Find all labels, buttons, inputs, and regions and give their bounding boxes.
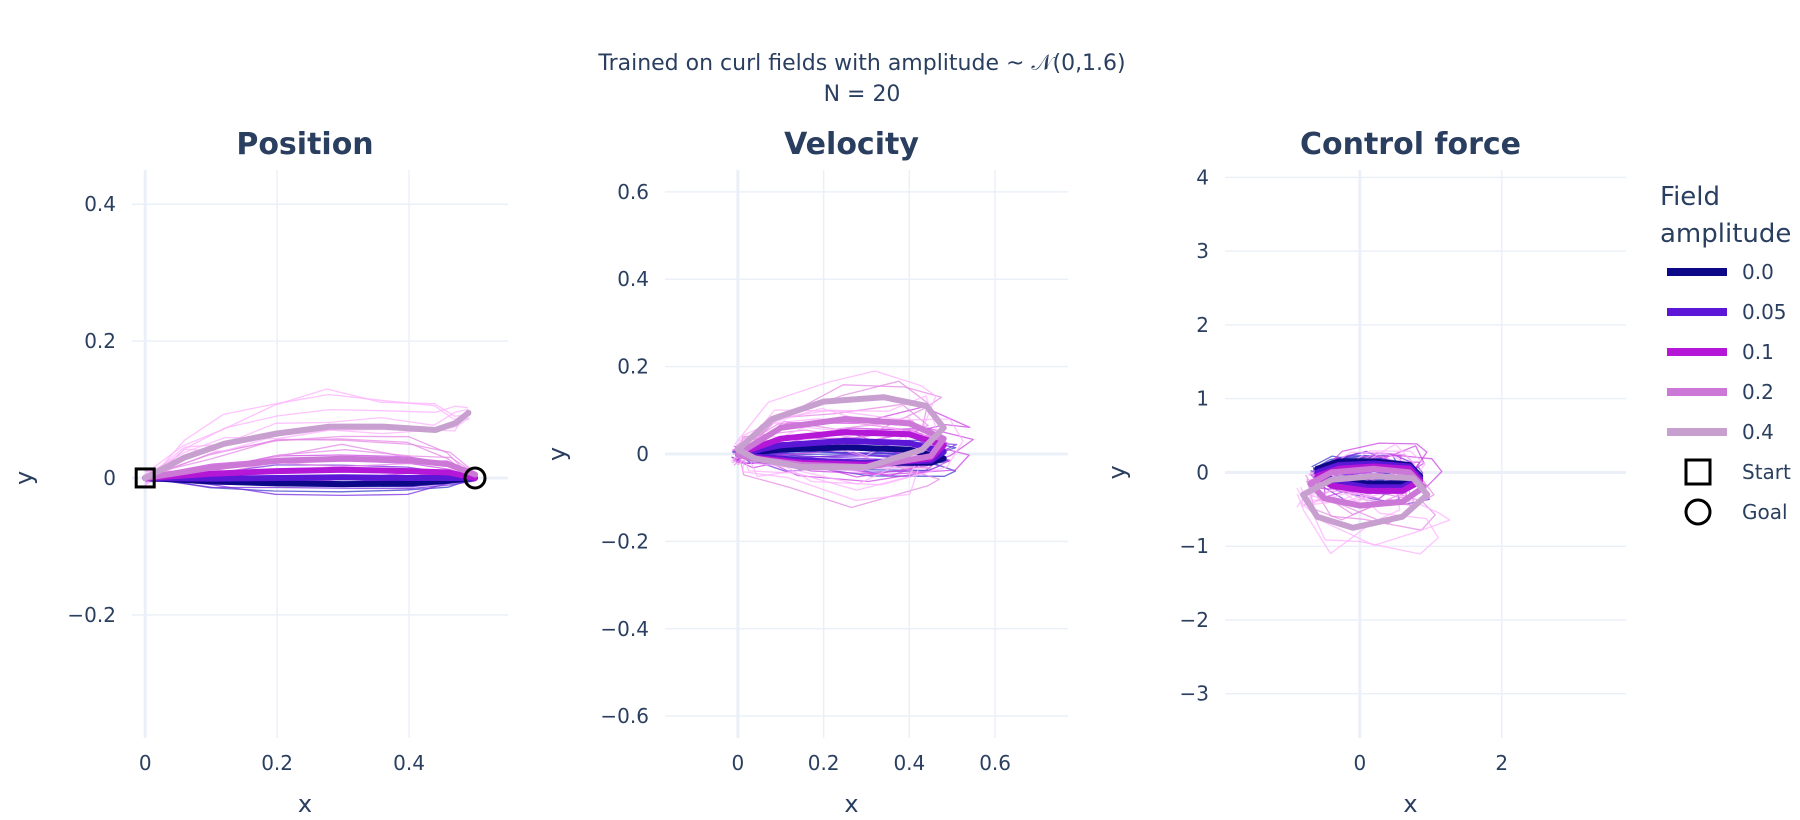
subplots: 0 0.2 0.4 −0.2 0 0.2 0.4 Position x y 0 0.2 0.4 0.6 −0… [10,127,1626,818]
x-tick-label: 0 [1353,751,1366,775]
trial-trace [145,477,476,490]
series-line-0.4 [1300,473,1431,531]
trial-trace [739,426,920,502]
legend-item-0.05[interactable]: 0.05 [1667,300,1787,324]
subplot-control-force: 0 2 −3 −2 −1 0 1 2 3 4 Control force x y [1103,127,1626,818]
x-tick-label: 0 [139,751,152,775]
y-tick-label: 0 [1196,460,1209,484]
y-tick-label: −2 [1180,608,1209,632]
trial-trace [145,405,469,486]
legend-label: 0.2 [1742,380,1774,404]
y-tick-label: 1 [1196,387,1209,411]
trial-trace [144,388,468,475]
y-tick-label: −3 [1180,682,1209,706]
plot-area [730,370,974,509]
legend-square-icon [1684,458,1712,486]
legend-circle-icon [1684,498,1712,526]
x-tick-label: 2 [1495,751,1508,775]
goal-marker [463,466,487,490]
series-line-0.1 [142,466,478,481]
x-axis-label: x [1403,790,1417,818]
trial-trace [144,438,476,482]
grid [1225,170,1626,738]
y-tick-label: 0.6 [617,180,649,204]
subplot-title: Velocity [784,127,919,162]
legend-items: 0.0 0.05 0.1 0.2 0.4 Start Goal [1667,260,1791,526]
y-tick-label: 0.2 [617,355,649,379]
x-tick-label: 0.2 [808,751,840,775]
subplot-title: Position [236,127,373,162]
x-axis-label: x [298,790,312,818]
legend-label: 0.0 [1742,260,1774,284]
x-axis-label: x [844,790,858,818]
legend-title-line1: Field [1660,182,1720,212]
y-tick-label: 0.2 [84,329,116,353]
legend-label: 0.05 [1742,300,1787,324]
trial-trace [145,408,469,480]
figure-title-line2: N = 20 [824,82,901,107]
x-tick-label: 0.4 [893,751,925,775]
y-axis-label: y [543,447,571,461]
x-tick-label: 0.6 [979,751,1011,775]
y-tick-label: 0.4 [84,192,116,216]
x-tick-label: 0.2 [261,751,293,775]
y-tick-label: 0 [636,442,649,466]
legend-label: Start [1742,460,1791,484]
trial-trace [144,393,470,487]
y-axis-label: y [10,471,38,485]
subplot-title: Control force [1300,127,1521,162]
y-tick-label: 3 [1196,239,1209,263]
y-tick-label: −0.2 [600,529,649,553]
legend-label: 0.4 [1742,420,1774,444]
x-tick-label: 0 [732,751,745,775]
series-line-0.4 [142,409,472,481]
legend-item-goal[interactable]: Goal [1684,498,1788,526]
legend-label: 0.1 [1742,340,1774,364]
y-tick-label: −1 [1180,534,1209,558]
legend-item-0.2[interactable]: 0.2 [1667,380,1774,404]
y-tick-label: −0.2 [67,603,116,627]
subplot-velocity: 0 0.2 0.4 0.6 −0.6 −0.4 −0.2 0 0.2 0.4 0.6 Velocity… [543,127,1068,818]
trial-trace [144,435,476,482]
y-tick-label: 0.4 [617,267,649,291]
y-tick-label: −0.4 [600,617,649,641]
trial-trace [144,438,477,476]
legend-title-line2: amplitude [1660,219,1791,249]
y-tick-label: −0.6 [600,704,649,728]
y-tick-label: 4 [1196,165,1209,189]
plot-area [142,388,478,497]
plot-area [1296,442,1451,555]
x-tick-label: 0.4 [393,751,425,775]
y-tick-label: 2 [1196,313,1209,337]
y-tick-label: 0 [103,466,116,490]
series-line-0.05 [142,474,478,482]
legend: Field amplitude 0.0 0.05 0.1 0.2 0.4 Start Goa… [1660,182,1791,526]
figure-title-line1: Trained on curl fields with amplitude ~ … [597,51,1125,76]
series-line-0.4 [734,394,947,471]
legend-item-0.4[interactable]: 0.4 [1667,420,1774,444]
legend-item-0.0[interactable]: 0.0 [1667,260,1774,284]
y-axis-label: y [1103,465,1131,479]
start-marker [134,467,156,489]
subplot-position: 0 0.2 0.4 −0.2 0 0.2 0.4 Position x y [10,127,508,818]
legend-item-start[interactable]: Start [1684,458,1791,486]
series-line-0.2 [142,455,478,481]
legend-item-0.1[interactable]: 0.1 [1667,340,1774,364]
legend-label: Goal [1742,500,1788,524]
